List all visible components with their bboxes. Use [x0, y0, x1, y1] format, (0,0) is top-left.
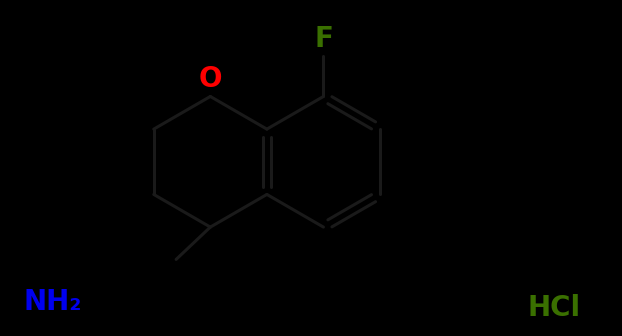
Text: O: O: [198, 65, 222, 93]
Text: NH₂: NH₂: [24, 288, 82, 316]
Text: HCl: HCl: [527, 294, 580, 322]
Text: F: F: [314, 25, 333, 53]
